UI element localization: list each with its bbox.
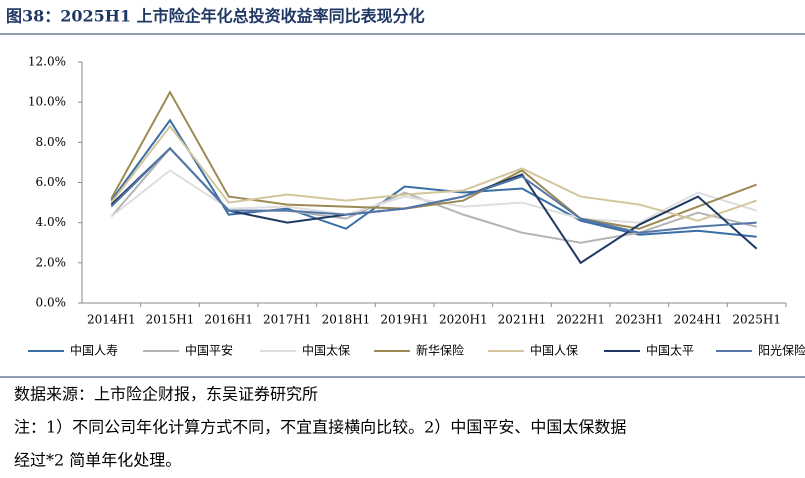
x-tick-label: 2018H1 xyxy=(322,313,371,327)
x-tick-label: 2020H1 xyxy=(439,313,488,327)
note-line: 注：1）不同公司年化计算方式不同，不宜直接横向比较。2）中国平安、中国太保数据 xyxy=(14,418,626,437)
x-tick-label: 2016H1 xyxy=(204,313,253,327)
legend-label: 中国太平 xyxy=(646,343,694,358)
y-tick-label: 2.0% xyxy=(36,255,67,269)
x-tick-label: 2019H1 xyxy=(380,313,429,327)
x-tick-label: 2022H1 xyxy=(556,313,605,327)
legend-label: 中国人寿 xyxy=(70,343,118,358)
legend-label: 中国平安 xyxy=(185,343,233,358)
chart-title: 图38：2025H1 上市险企年化总投资收益率同比表现分化 xyxy=(6,7,425,26)
series-line xyxy=(110,124,757,222)
y-tick-label: 4.0% xyxy=(36,215,67,229)
y-tick-label: 6.0% xyxy=(36,175,67,189)
x-tick-label: 2024H1 xyxy=(674,313,723,327)
x-tick-label: 2014H1 xyxy=(87,313,136,327)
y-tick-label: 8.0% xyxy=(36,135,67,149)
x-tick-label: 2017H1 xyxy=(263,313,312,327)
legend-label: 中国太保 xyxy=(302,343,350,358)
source: 数据来源：上市险企财报，东吴证券研究所 xyxy=(14,385,318,404)
x-tick-label: 2025H1 xyxy=(732,313,781,327)
x-tick-label: 2015H1 xyxy=(146,313,195,327)
series-line xyxy=(110,146,757,234)
legend-label: 阳光保险 xyxy=(758,343,805,358)
note-line: 经过*2 简单年化处理。 xyxy=(14,451,181,470)
series-line xyxy=(110,90,758,230)
legend-label: 中国人保 xyxy=(530,343,578,358)
x-tick-label: 2021H1 xyxy=(498,313,547,327)
x-tick-label: 2023H1 xyxy=(615,313,664,327)
y-tick-label: 0.0% xyxy=(36,296,67,310)
legend-label: 新华保险 xyxy=(416,343,464,358)
series-line xyxy=(110,118,757,238)
y-tick-label: 10.0% xyxy=(28,95,66,109)
y-tick-label: 12.0% xyxy=(28,55,66,69)
